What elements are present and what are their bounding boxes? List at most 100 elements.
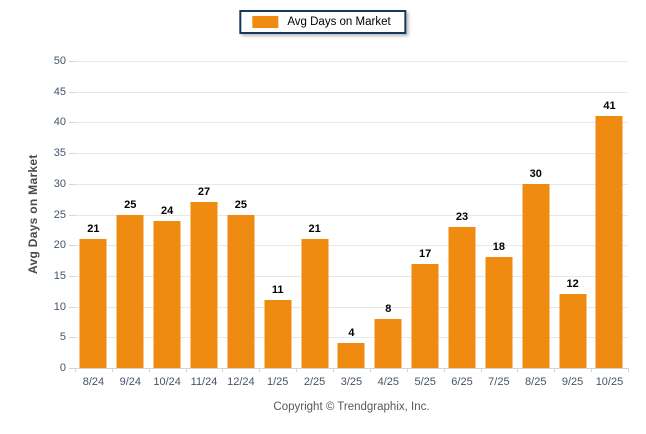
x-tick-label: 4/25: [377, 376, 400, 388]
bars: 21 8/24 25 9/24 24 10/24 27 11/24 25 12/24 11 1/25 2…: [75, 61, 628, 389]
bar-slot: 30 8/25: [517, 61, 554, 388]
bar-value-label: 21: [87, 223, 100, 236]
bar-slot: 18 7/25: [480, 61, 517, 388]
bar: [227, 214, 255, 368]
bar-value-label: 4: [348, 327, 355, 340]
y-tick-label: 40: [53, 116, 66, 129]
y-tick-mark: [69, 275, 75, 277]
bar: [190, 202, 218, 368]
gridline: [75, 214, 628, 216]
x-tick-mark: [185, 368, 187, 372]
x-tick-label: 5/25: [414, 376, 436, 388]
x-tick-mark: [554, 368, 556, 372]
x-tick-label: 10/25: [595, 376, 624, 388]
x-tick-label: 11/24: [190, 376, 218, 388]
bar-slot: 41 10/25: [591, 61, 628, 388]
bar: [337, 343, 365, 368]
bar: [116, 214, 144, 368]
bar-value-label: 25: [234, 198, 247, 211]
bar-slot: 11 1/25: [259, 61, 296, 388]
x-tick-label: 9/24: [119, 376, 141, 388]
x-tick-mark: [406, 368, 408, 372]
legend-label: Avg Days on Market: [287, 16, 391, 28]
bar: [485, 257, 513, 368]
y-tick-mark: [69, 61, 75, 62]
y-tick-label: 5: [59, 331, 66, 344]
x-tick-mark: [369, 368, 371, 372]
y-tick-label: 0: [59, 362, 66, 374]
y-tick-mark: [69, 245, 75, 247]
bar-slot: 23 6/25: [444, 61, 481, 388]
y-tick-label: 30: [53, 177, 66, 190]
bar-slot: 8 4/25: [370, 61, 407, 388]
bar: [301, 239, 329, 368]
bar-slot: 4 3/25: [333, 61, 370, 388]
gridline: [75, 153, 628, 155]
y-tick-mark: [69, 368, 75, 369]
gridline: [75, 122, 628, 124]
x-tick-mark: [628, 368, 629, 372]
y-tick-mark: [69, 306, 75, 308]
bar-slot: 12 9/25: [554, 61, 591, 388]
gridline: [75, 91, 628, 93]
y-tick-mark: [69, 91, 75, 93]
x-tick-mark: [517, 368, 519, 372]
x-tick-mark: [148, 368, 150, 372]
x-tick-mark: [75, 368, 76, 372]
x-tick-label: 8/25: [525, 376, 547, 388]
bar: [374, 318, 402, 368]
bar: [79, 239, 107, 368]
y-tick-label: 25: [53, 208, 66, 221]
y-tick-label: 15: [53, 269, 66, 282]
x-tick-mark: [443, 368, 445, 372]
bar: [522, 183, 550, 368]
bar-slot: 25 12/24: [222, 61, 259, 389]
bar-value-label: 12: [566, 278, 579, 291]
bar-slot: 21 8/24: [75, 61, 112, 388]
bar-value-label: 25: [124, 198, 137, 211]
bar: [448, 226, 476, 368]
x-tick-label: 12/24: [227, 376, 255, 388]
y-tick-mark: [69, 183, 75, 185]
x-tick-label: 3/25: [340, 376, 363, 388]
y-tick-label: 45: [53, 85, 66, 98]
x-tick-mark: [259, 368, 261, 372]
legend: Avg Days on Market: [239, 10, 407, 34]
x-tick-mark: [333, 368, 335, 372]
y-axis-ticks: 0 5 10 15 20 25 30 35 40 45 50: [0, 55, 66, 374]
y-tick-label: 20: [53, 239, 66, 252]
bar-value-label: 11: [271, 284, 284, 297]
bar-slot: 27 11/24: [186, 61, 223, 388]
bar: [595, 116, 623, 368]
x-tick-label: 2/25: [303, 376, 326, 388]
copyright-text: Copyright © Trendgraphix, Inc.: [273, 401, 430, 413]
bar-value-label: 30: [529, 167, 542, 180]
bar-slot: 24 10/24: [149, 61, 186, 388]
plot-area: 21 8/24 25 9/24 24 10/24 27 11/24 25 12/24 11 1/25 2…: [69, 61, 629, 389]
x-tick-mark: [222, 368, 224, 372]
gridline: [75, 337, 628, 339]
x-tick-mark: [591, 368, 593, 372]
bar-value-label: 17: [419, 247, 432, 260]
bar: [153, 220, 181, 368]
x-tick-label: 9/25: [561, 376, 584, 388]
y-tick-mark: [69, 153, 75, 155]
bar-value-label: 21: [308, 223, 321, 236]
x-tick-label: 6/25: [451, 376, 473, 388]
y-tick-label: 35: [53, 147, 66, 160]
x-tick-mark: [296, 368, 298, 372]
bar: [559, 294, 587, 368]
x-tick-mark: [111, 368, 113, 372]
bar-value-label: 23: [455, 210, 469, 223]
bar-slot: 25 9/24: [112, 61, 149, 388]
y-tick-mark: [69, 214, 75, 216]
gridline: [75, 61, 628, 62]
y-tick-mark: [69, 122, 75, 124]
gridline: [75, 306, 628, 308]
x-tick-mark: [480, 368, 482, 372]
y-tick-mark: [69, 337, 75, 339]
gridline: [75, 183, 628, 185]
bar-slot: 17 5/25: [407, 61, 444, 388]
x-axis-line: [75, 368, 628, 369]
x-tick-label: 7/25: [488, 376, 510, 388]
